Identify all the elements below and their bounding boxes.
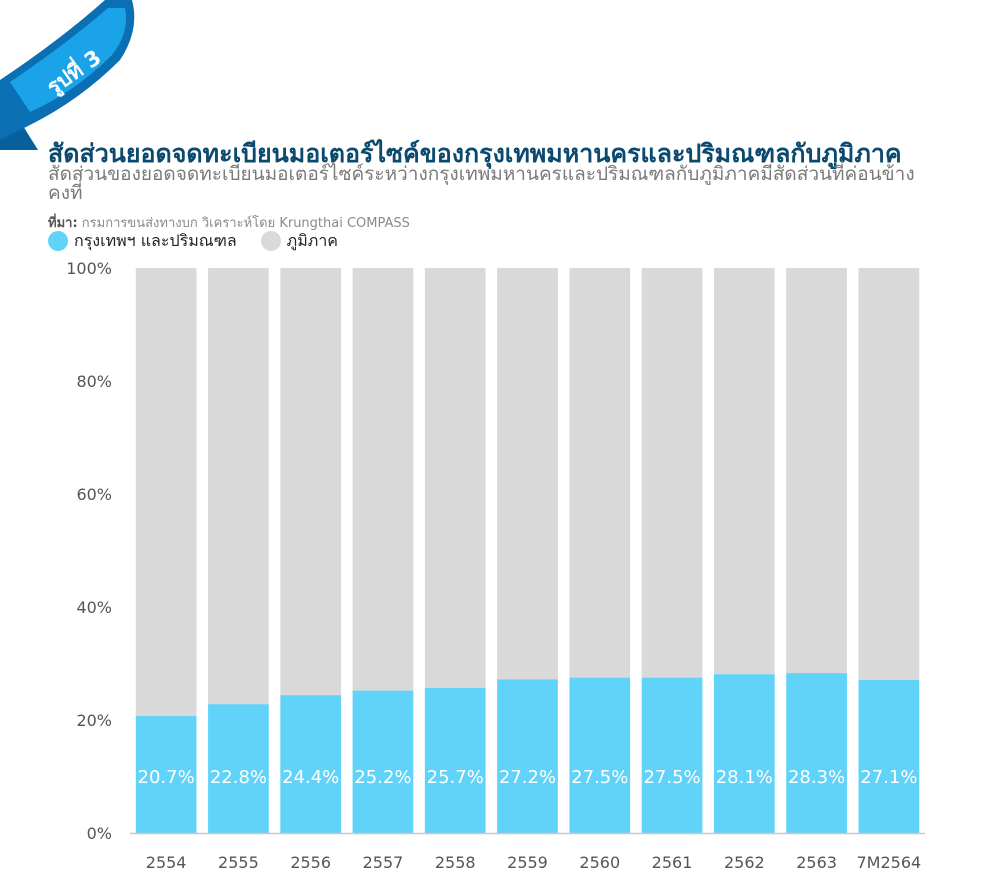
y-tick-label: 0%	[87, 824, 112, 843]
bar-region	[135, 268, 197, 717]
bar-bangkok	[858, 679, 920, 833]
source-label: ที่มา:	[48, 216, 78, 231]
bar-region	[858, 268, 920, 680]
bar-data-label: 25.7%	[427, 767, 484, 788]
x-tick-label: 2556	[290, 853, 331, 872]
y-tick-label: 40%	[76, 598, 112, 617]
chart-title: สัดส่วนยอดจดทะเบียนมอเตอร์ไซค์ของกรุงเทพ…	[48, 139, 902, 168]
y-tick-label: 100%	[66, 259, 112, 278]
legend-label-bangkok: กรุงเทพฯ และปริมณฑล	[74, 230, 237, 250]
bar-bangkok	[497, 679, 558, 833]
chart-legend: กรุงเทพฯ และปริมณฑล ภูมิภาค	[48, 230, 362, 252]
x-tick-label: 2562	[724, 853, 765, 872]
bar-data-label: 27.5%	[571, 767, 628, 788]
bar-bangkok	[352, 690, 414, 833]
x-tick-label: 2561	[652, 853, 693, 872]
bar-data-label: 28.1%	[716, 767, 773, 788]
bar-bangkok	[641, 677, 703, 833]
y-tick-label: 20%	[76, 711, 112, 730]
bar-region	[424, 268, 486, 688]
bar-region	[352, 268, 414, 691]
x-tick-label: 2563	[796, 853, 837, 872]
source-text: กรมการขนส่งทางบก วิเคราะห์โดย Krungthai …	[77, 216, 410, 231]
bar-bangkok	[786, 673, 847, 833]
x-tick-label: 2554	[146, 853, 187, 872]
x-tick-label: 2560	[579, 853, 620, 872]
bar-region	[569, 268, 631, 678]
y-tick-label: 80%	[76, 372, 112, 391]
bar-region	[280, 268, 342, 696]
bar-bangkok	[280, 695, 342, 833]
y-tick-label: 60%	[76, 485, 112, 504]
chart-source: ที่มา: กรมการขนส่งทางบก วิเคราะห์โดย Kru…	[48, 212, 410, 233]
bar-region	[786, 268, 847, 674]
bar-bangkok	[135, 716, 197, 833]
bar-bangkok	[713, 674, 775, 833]
bar-bangkok	[208, 704, 269, 833]
x-tick-label: 2558	[435, 853, 476, 872]
bar-region	[497, 268, 558, 680]
figure-badge-ribbon: รูปที่ 3	[0, 0, 135, 150]
bar-data-label: 24.4%	[282, 767, 339, 788]
bar-data-label: 27.1%	[860, 767, 917, 788]
bar-data-label: 22.8%	[210, 767, 267, 788]
bar-bangkok	[569, 677, 631, 833]
legend-swatch-region	[260, 231, 281, 251]
ribbon-highlight-shape	[10, 8, 127, 112]
chart-subtitle: สัดส่วนของยอดจดทะเบียนมอเตอร์ไซค์ระหว่าง…	[48, 163, 915, 204]
stacked-bar-chart: 0% 20% 40% 60% 80% 100% 20.7% 2554 22.8% 2555 24.4…	[66, 259, 925, 872]
bar-region	[208, 268, 269, 705]
legend-item-bangkok: กรุงเทพฯ และปริมณฑล	[48, 229, 237, 254]
x-tick-label: 2559	[507, 853, 548, 872]
legend-label-region: ภูมิภาค	[286, 230, 338, 250]
bar-data-label: 28.3%	[788, 767, 845, 788]
bar-region	[713, 268, 775, 675]
bar-data-label: 27.2%	[499, 767, 556, 788]
x-tick-label: 7M2564	[857, 853, 922, 872]
bar-data-label: 25.2%	[354, 767, 411, 788]
bar-data-label: 20.7%	[138, 767, 195, 788]
legend-item-region: ภูมิภาค	[260, 229, 338, 254]
x-tick-label: 2557	[363, 853, 404, 872]
x-tick-label: 2555	[218, 853, 259, 872]
bar-region	[641, 268, 703, 678]
bar-bangkok	[424, 687, 486, 833]
bar-data-label: 27.5%	[643, 767, 700, 788]
legend-swatch-bangkok	[48, 231, 68, 251]
